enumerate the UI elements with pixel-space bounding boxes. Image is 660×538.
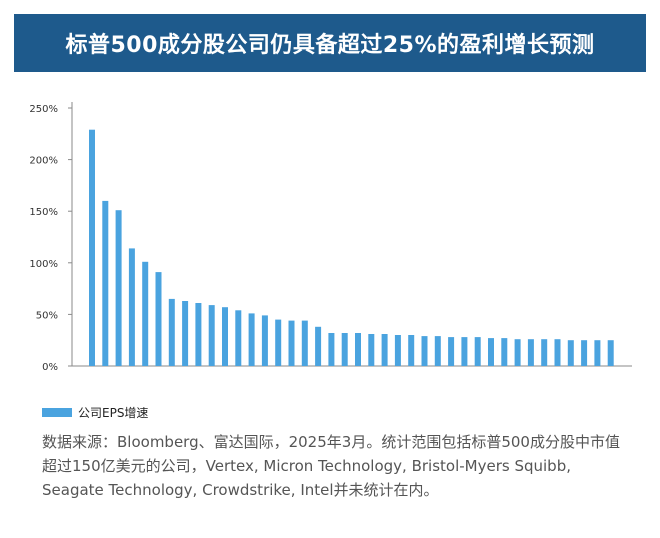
- bar-34: [527, 339, 534, 366]
- bar-23: [381, 334, 388, 366]
- eps-growth-bar-chart: 0% 50% 100% 150% 200% 250%: [29, 102, 632, 373]
- bar-35: [541, 339, 548, 366]
- y-tick-label: 50%: [36, 310, 58, 321]
- bar-29: [461, 337, 468, 366]
- y-tick-label: 100%: [29, 259, 58, 270]
- bar-15: [275, 319, 282, 366]
- bar-17: [301, 320, 308, 366]
- bar-37: [567, 340, 574, 366]
- bar-1: [89, 129, 95, 366]
- chart-title: 标普500成分股公司仍具备超过25%的盈利增长预测: [65, 33, 595, 58]
- bar-27: [434, 336, 441, 366]
- bar-18: [315, 326, 322, 366]
- bar-39: [594, 340, 601, 366]
- bar-21: [355, 333, 361, 366]
- bar-2: [102, 200, 109, 366]
- bar-26: [421, 336, 428, 366]
- legend-swatch: [42, 408, 72, 417]
- legend-label: 公司EPS增速: [78, 406, 149, 420]
- bar-9: [195, 303, 202, 366]
- bar-25: [408, 335, 415, 366]
- legend: 公司EPS增速: [42, 404, 148, 421]
- bar-8: [182, 301, 189, 366]
- bar-4: [128, 248, 135, 366]
- bar-20: [341, 333, 348, 366]
- bar-10: [208, 305, 215, 366]
- bar-22: [368, 334, 375, 366]
- bar-28: [448, 337, 455, 366]
- y-tick-label: 150%: [29, 207, 58, 218]
- bar-5: [142, 261, 149, 366]
- title-banner: 标普500成分股公司仍具备超过25%的盈利增长预测: [14, 14, 646, 72]
- bar-12: [235, 310, 242, 366]
- bar-19: [328, 333, 335, 366]
- bar-7: [168, 298, 175, 366]
- bar-36: [554, 339, 561, 366]
- source-note: 数据来源：Bloomberg、富达国际，2025年3月。统计范围包括标普500成…: [42, 433, 620, 499]
- bar-14: [261, 315, 268, 366]
- bar-31: [488, 338, 494, 366]
- y-tick-label: 200%: [29, 156, 58, 167]
- bar-33: [514, 339, 521, 366]
- bar-40: [607, 340, 614, 366]
- bar-16: [288, 320, 295, 366]
- bar-13: [248, 313, 255, 366]
- y-tick-label: 250%: [29, 104, 58, 115]
- bar-24: [394, 335, 401, 366]
- bar-6: [155, 272, 162, 366]
- bar-11: [222, 307, 228, 366]
- bar-38: [581, 340, 588, 366]
- bar-32: [501, 338, 508, 366]
- y-tick-label: 0%: [42, 362, 58, 373]
- bar-3: [115, 210, 122, 366]
- bar-30: [474, 337, 481, 366]
